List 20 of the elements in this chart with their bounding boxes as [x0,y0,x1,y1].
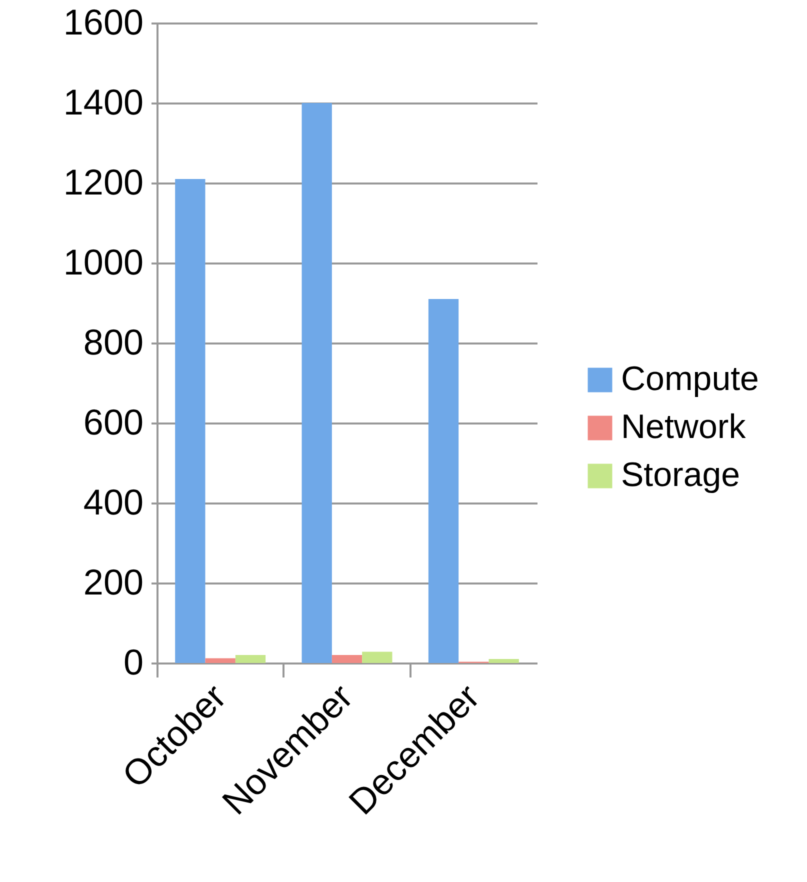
y-tick-label: 800 [83,322,144,362]
bar [302,103,332,663]
legend-label: Storage [621,456,740,494]
legend-label: Compute [621,360,759,398]
bar [488,659,519,663]
y-tick-label: 1400 [63,82,144,122]
y-tick-label: 200 [83,562,144,602]
y-tick-label: 1000 [63,242,144,282]
y-tick-label: 1600 [63,2,144,42]
legend-label: Network [621,408,747,446]
bar [362,652,392,663]
bar [205,658,236,663]
bar [332,655,362,663]
bar [175,179,206,663]
y-tick-label: 400 [83,482,144,522]
y-tick-label: 600 [83,402,144,442]
bar [428,299,459,663]
y-tick-label: 1200 [63,162,144,202]
y-tick-label: 0 [123,642,144,682]
bar [235,655,266,663]
